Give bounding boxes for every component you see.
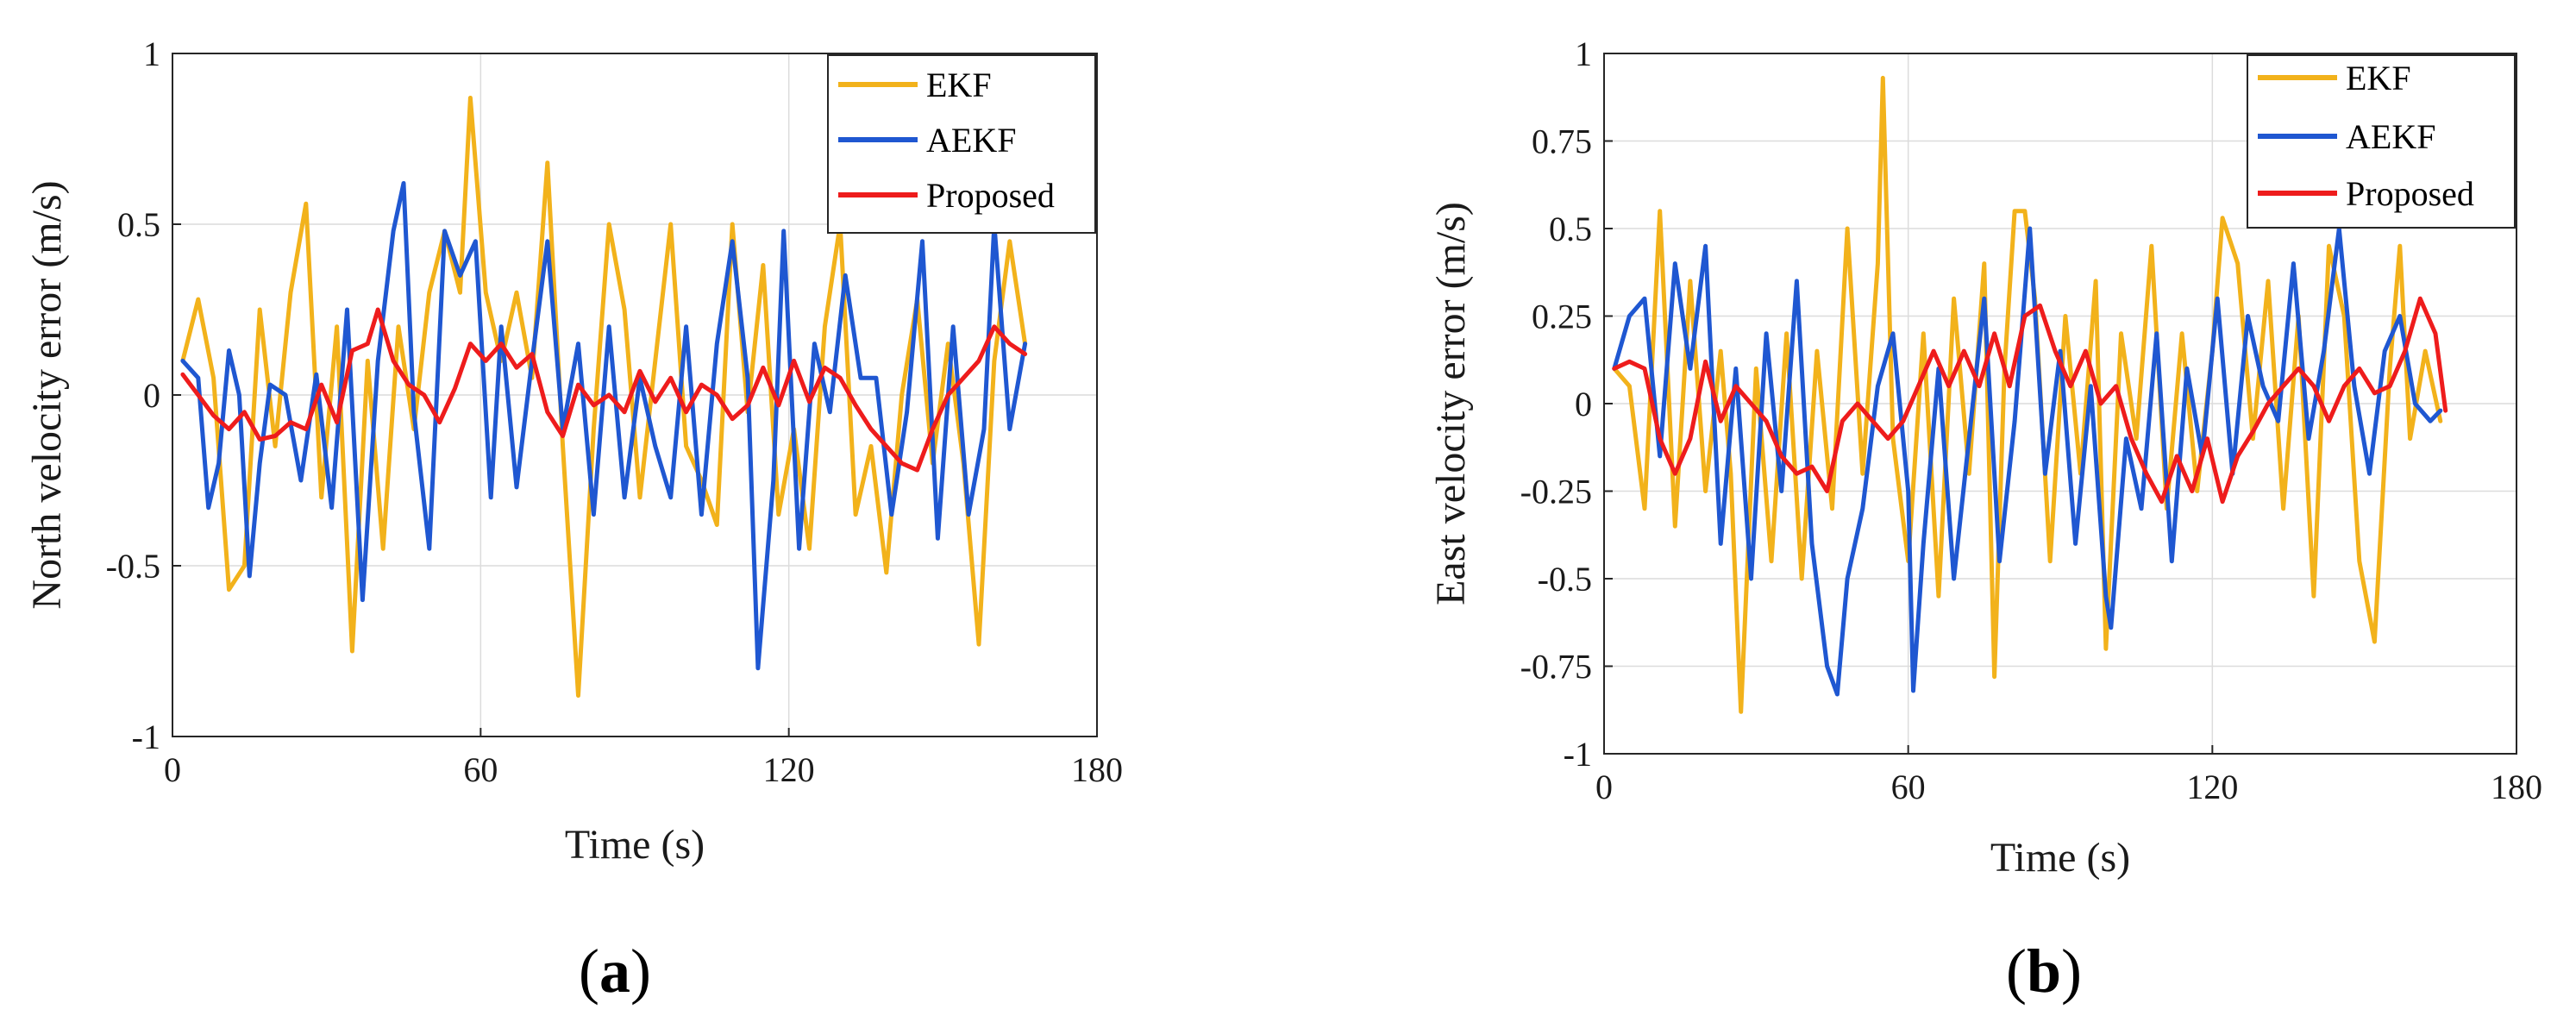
series-line-proposed-a: [180, 307, 1028, 473]
x-tick-label: 60: [1891, 768, 1926, 806]
y-tick-label: 0.25: [1532, 298, 1592, 336]
x-tick-label: 0: [1595, 768, 1613, 806]
panel-a-legend: EKF AEKF Proposed: [827, 54, 1096, 234]
y-tick-label: 0: [1575, 385, 1592, 423]
panel-b: 0 60 120 180 1 0.75 0.5 0.25 0 -0.25 -0.5 -0.75 -1 T…: [1428, 34, 2542, 1006]
legend-b-aekf-label: AEKF: [2346, 117, 2435, 156]
legend-a-proposed-label: Proposed: [926, 176, 1055, 215]
legend-a-aekf-label: AEKF: [926, 121, 1016, 160]
panel-a-xlabel: Time (s): [565, 822, 705, 868]
y-tick-label: -0.75: [1520, 648, 1592, 686]
y-tick-label: -1: [132, 718, 160, 756]
y-tick-label: 1: [143, 34, 160, 73]
x-tick-label: 180: [2491, 768, 2542, 806]
panel-a-ylabel: North velocity error (m/s): [24, 180, 70, 609]
panel-b-ticks: 0 60 120 180 1 0.75 0.5 0.25 0 -0.25 -0.5 -0.75 -1: [1520, 34, 2542, 806]
y-tick-label: -0.5: [106, 547, 160, 586]
x-tick-label: 0: [164, 750, 181, 789]
panel-a-lines: [180, 96, 1028, 698]
y-tick-label: 0.75: [1532, 122, 1592, 161]
series-line-aekf-a: [180, 181, 1028, 671]
x-tick-label: 180: [1071, 750, 1123, 789]
y-tick-label: 1: [1575, 34, 1592, 73]
y-tick-label: 0.5: [117, 205, 160, 244]
legend-b-proposed-label: Proposed: [2346, 174, 2474, 213]
y-tick-label: -0.5: [1538, 560, 1592, 599]
panel-b-ylabel: East velocity error (m/s): [1428, 202, 1474, 605]
panel-a: 0 60 120 180 1 0.5 0 -0.5 -1 Time (s) North velo…: [24, 34, 1123, 1006]
panel-a-ticks: 0 60 120 180 1 0.5 0 -0.5 -1: [106, 34, 1123, 789]
y-tick-label: -0.25: [1520, 473, 1592, 511]
legend-b-ekf-label: EKF: [2346, 59, 2411, 97]
y-tick-label: 0: [143, 376, 160, 415]
panel-b-legend: EKF AEKF Proposed: [2247, 54, 2516, 229]
y-tick-label: 0.5: [1549, 210, 1592, 248]
series-line-proposed-b: [1612, 296, 2448, 505]
x-tick-label: 120: [2186, 768, 2238, 806]
panel-b-caption: (b): [2006, 937, 2082, 1006]
x-tick-label: 60: [463, 750, 498, 789]
panel-b-xlabel: Time (s): [1990, 835, 2130, 881]
series-line-ekf-a: [180, 96, 1028, 698]
panel-b-legend-box: [2247, 54, 2516, 229]
legend-a-ekf-label: EKF: [926, 66, 992, 104]
y-tick-label: -1: [1564, 735, 1592, 774]
panel-a-caption: (a): [579, 937, 651, 1006]
panel-b-lines: [1612, 75, 2448, 714]
x-tick-label: 120: [763, 750, 815, 789]
